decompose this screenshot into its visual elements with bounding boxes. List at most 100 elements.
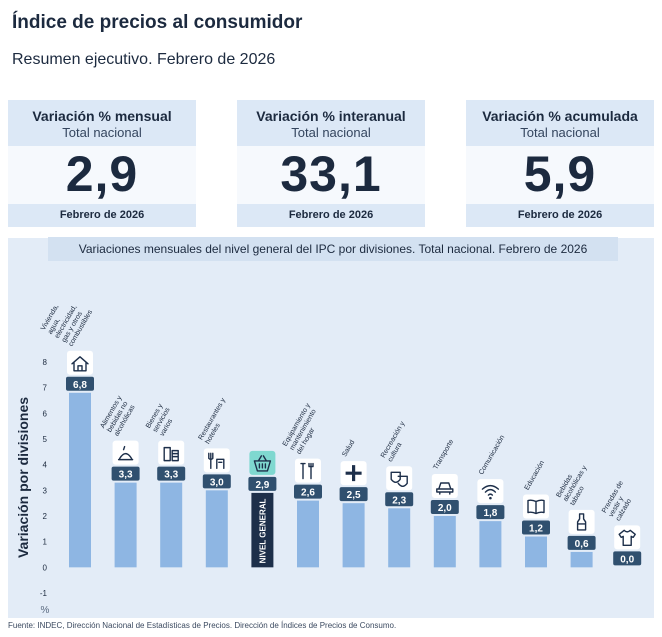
source-note: Fuente: INDEC, Dirección Nacional de Est…: [8, 621, 397, 630]
house-icon: [71, 356, 89, 372]
icon-box: [249, 450, 276, 475]
value-label-box: [522, 520, 550, 535]
category-label: Equipamiento ymantenimientodel hogar: [282, 402, 326, 456]
icon-box: [158, 440, 185, 465]
value-label-box: [339, 487, 368, 502]
y-tick-label: 5: [43, 435, 48, 444]
value-label: 3,3: [119, 470, 133, 481]
value-label: 6,8: [73, 380, 87, 391]
bar: [388, 508, 411, 568]
card-value: 33,1: [237, 146, 425, 204]
value-label-box: [248, 476, 277, 491]
card-foot: Febrero de 2026: [466, 204, 654, 227]
bottle-icon: [576, 513, 587, 531]
value-label-box: [430, 500, 459, 514]
category-label: Educación: [524, 460, 546, 492]
card-label: Variación % mensual: [32, 108, 172, 124]
card-monthly: Variación % mensual Total nacional 2,9 F…: [8, 100, 196, 227]
y-tick-label: -1: [40, 589, 48, 598]
wifi-icon: [481, 484, 500, 500]
bar-group: 6,8 Vivienda,agua,electricidad,gas y otro…: [40, 292, 94, 568]
bar: [342, 503, 365, 568]
value-label: 1,2: [529, 524, 543, 535]
y-tick-label: 1: [43, 538, 48, 547]
tools-icon: [300, 462, 314, 480]
card-label: Variación % acumulada: [482, 108, 638, 124]
category-label: NIVEL GENERAL: [258, 498, 267, 563]
bar: [479, 521, 502, 568]
value-label: 0,0: [620, 554, 634, 565]
value-label: 3,3: [164, 470, 178, 481]
basket-icon: [253, 455, 272, 472]
icon-box: [431, 474, 458, 498]
bar-group: 0,6 Bebidasalcohólicas ytabaco: [555, 460, 596, 568]
bar: [525, 536, 547, 568]
bar-group: 0,0 Prendas devestir ycalzado: [601, 480, 642, 566]
category-label: Vivienda,agua,electricidad,gas y otrosco…: [40, 292, 94, 347]
value-label: 1,8: [483, 508, 497, 519]
bar: [433, 516, 456, 568]
icon-box: [477, 479, 504, 504]
bar-group: 1,2 Educación: [522, 460, 550, 568]
card-sub: Total nacional: [291, 125, 371, 140]
bar: [114, 482, 137, 568]
category-label: Transporte: [432, 438, 455, 471]
y-unit-label: %: [41, 605, 50, 616]
value-label-box: [613, 551, 642, 566]
value-label: 2,6: [301, 488, 315, 499]
category-label: Prendas devestir ycalzado: [601, 480, 639, 523]
bar: [69, 392, 91, 568]
card-accumulated: Variación % acumulada Total nacional 5,9…: [466, 100, 654, 227]
card-label: Variación % interanual: [256, 108, 406, 124]
y-tick-label: 2: [43, 512, 48, 521]
book-icon: [527, 499, 545, 515]
card-sub: Total nacional: [520, 125, 600, 140]
bar: [160, 482, 183, 568]
value-label-box: [157, 466, 186, 481]
value-label: 0,6: [575, 539, 589, 550]
value-label-box: [111, 466, 140, 481]
y-axis-label: Variación por divisiones: [15, 397, 31, 558]
bar-group: 2,9 NIVEL GENERAL: [248, 450, 277, 568]
y-tick-label: 3: [43, 486, 48, 495]
bar-group: 2,6 Equipamiento ymantenimientodel hogar: [282, 402, 326, 568]
health-cross-icon: [345, 465, 362, 482]
value-label: 2,0: [438, 503, 452, 514]
category-label: Restaurantes yhoteles: [198, 397, 235, 446]
category-label: Bebidasalcohólicas ytabaco: [555, 460, 595, 507]
car-icon: [436, 482, 454, 495]
value-label: 3,0: [210, 477, 224, 488]
category-label: Comunicación: [478, 434, 506, 476]
value-label: 2,3: [392, 495, 406, 506]
restaurant-icon: [208, 452, 225, 470]
bar: [297, 500, 319, 568]
food-icon: [117, 445, 134, 461]
category-label: Salud: [341, 439, 356, 458]
bar-group: 2,0 Transporte: [430, 438, 459, 568]
card-value: 5,9: [466, 146, 654, 204]
value-label: 2,9: [255, 480, 269, 491]
y-tick-label: 6: [43, 409, 48, 418]
shirt-icon: [618, 529, 636, 547]
card-sub: Total nacional: [62, 125, 142, 140]
card-foot: Febrero de 2026: [8, 204, 196, 227]
y-tick-label: 7: [43, 384, 48, 393]
card-yearly: Variación % interanual Total nacional 33…: [237, 100, 425, 227]
bar-group: 1,8 Comunicación: [476, 434, 506, 568]
y-tick-label: 4: [43, 461, 48, 470]
card-foot: Febrero de 2026: [237, 204, 425, 227]
bar: [205, 490, 228, 568]
page-title: Índice de precios al consumidor: [12, 12, 303, 33]
value-label-box: [294, 484, 322, 499]
value-label-box: [567, 535, 596, 550]
category-label: Bienes yserviciosvarios: [145, 402, 179, 438]
icon-box: [386, 466, 413, 491]
bar-group: 2,5 Salud: [339, 439, 368, 568]
value-label: 2,5: [347, 490, 361, 501]
bar-group: 3,0 Restaurantes yhoteles: [198, 397, 235, 568]
bar-group: 3,3 Bienes yserviciosvarios: [145, 402, 186, 568]
bar: [570, 551, 593, 568]
theater-masks-icon: [390, 471, 408, 487]
icon-box: [295, 458, 321, 483]
icon-box: [568, 509, 595, 534]
